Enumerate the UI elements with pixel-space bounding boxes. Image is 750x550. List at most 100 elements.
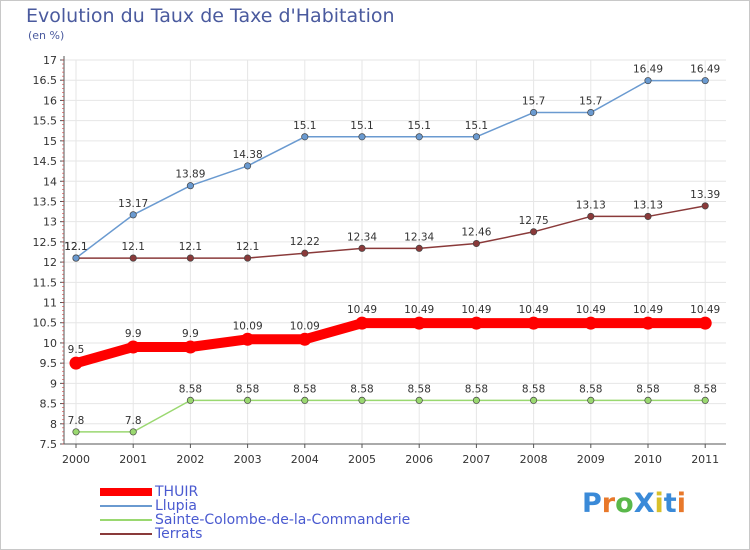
data-point [358,244,366,252]
data-label: 14.38 [233,149,263,161]
data-point [584,316,598,330]
data-point [415,244,423,252]
x-tick-label: 2010 [634,453,662,466]
data-label: 8.58 [350,383,373,395]
data-label: 10.09 [233,320,263,332]
data-label: 12.34 [347,231,377,243]
data-label: 8.58 [179,383,202,395]
logo-letter: t [663,488,677,519]
data-point [129,254,137,262]
data-label: 10.49 [461,304,491,316]
data-point [129,428,137,436]
data-label: 15.1 [408,120,431,132]
data-label: 10.49 [404,304,434,316]
data-label: 7.8 [125,415,142,427]
y-tick-label: 13.5 [33,195,58,208]
data-label: 13.89 [175,169,205,181]
logo-letter: i [654,488,664,519]
y-tick-label: 8.5 [40,398,58,411]
data-label: 8.58 [408,383,431,395]
data-label: 12.46 [461,227,491,239]
y-tick-label: 15 [43,135,57,148]
data-point [530,228,538,236]
data-point [530,108,538,117]
series-line-llupia [75,79,706,259]
x-tick-label: 2007 [462,453,490,466]
legend-label: Llupia [155,498,197,514]
data-point [701,77,709,85]
data-label: 7.8 [68,415,85,427]
data-label: 13.39 [690,189,720,201]
data-point [587,212,595,220]
data-label: 15.1 [350,120,373,132]
legend-label: THUIR [155,484,199,500]
data-point [241,332,255,346]
series-line-terrats [75,205,706,259]
legend-swatch [100,533,152,535]
legend-label: Sainte-Colombe-de-la-Commanderie [155,512,411,528]
data-label: 16.49 [690,64,720,76]
data-label: 13.13 [576,199,606,211]
data-point [472,239,480,248]
data-point [72,254,80,262]
y-tick-label: 10.5 [33,317,58,330]
data-label: 8.58 [694,383,717,395]
logo-letter: P [582,488,602,519]
data-point [472,133,480,141]
data-point [415,396,423,404]
legend-label: Terrats [155,526,203,542]
data-label: 10.49 [519,304,549,316]
data-point [587,108,595,117]
data-label: 12.1 [236,241,259,253]
data-label: 15.7 [522,96,545,108]
data-label: 12.22 [290,236,320,248]
data-label: 12.34 [404,231,434,243]
data-point [244,396,252,404]
data-point [698,316,712,330]
data-label: 8.58 [522,383,545,395]
data-point [527,316,541,330]
data-point [644,396,652,404]
data-point [355,316,369,330]
y-tick-label: 12.5 [33,236,58,249]
logo-letter: o [615,488,634,519]
x-tick-label: 2008 [520,453,548,466]
data-label: 10.49 [633,304,663,316]
data-point [298,332,312,346]
data-point [412,316,426,330]
data-label: 12.1 [179,241,202,253]
data-label: 8.58 [293,383,316,395]
proxiti-logo: ProXiti [582,488,686,519]
y-tick-label: 17 [43,54,57,67]
data-label: 9.9 [125,328,142,340]
data-point [644,77,652,85]
data-point [244,254,252,262]
y-tick-label: 14.5 [33,155,58,168]
data-point [72,428,80,436]
data-label: 13.13 [633,199,663,211]
x-tick-label: 2001 [119,453,147,466]
data-point [415,133,423,141]
data-point [126,340,140,354]
logo-letter: X [633,488,655,519]
data-label: 8.58 [579,383,602,395]
y-tick-label: 11 [43,297,57,310]
data-label: 10.49 [347,304,377,316]
y-tick-label: 9.5 [40,357,58,370]
logo-letter: r [601,488,616,519]
logo-letter: i [676,488,686,519]
data-point [469,316,483,330]
y-tick-label: 16 [43,94,57,107]
y-tick-label: 11.5 [33,276,58,289]
y-tick-label: 16.5 [33,74,58,87]
legend-swatch [100,519,152,521]
x-tick-label: 2011 [691,453,719,466]
data-point [129,211,137,219]
data-label: 12.1 [64,241,87,253]
data-label: 9.9 [182,328,199,340]
series-line-thuir [71,318,711,369]
x-tick-label: 2000 [62,453,90,466]
chart-title: Evolution du Taux de Taxe d'Habitation [26,5,395,27]
x-tick-label: 2002 [176,453,204,466]
